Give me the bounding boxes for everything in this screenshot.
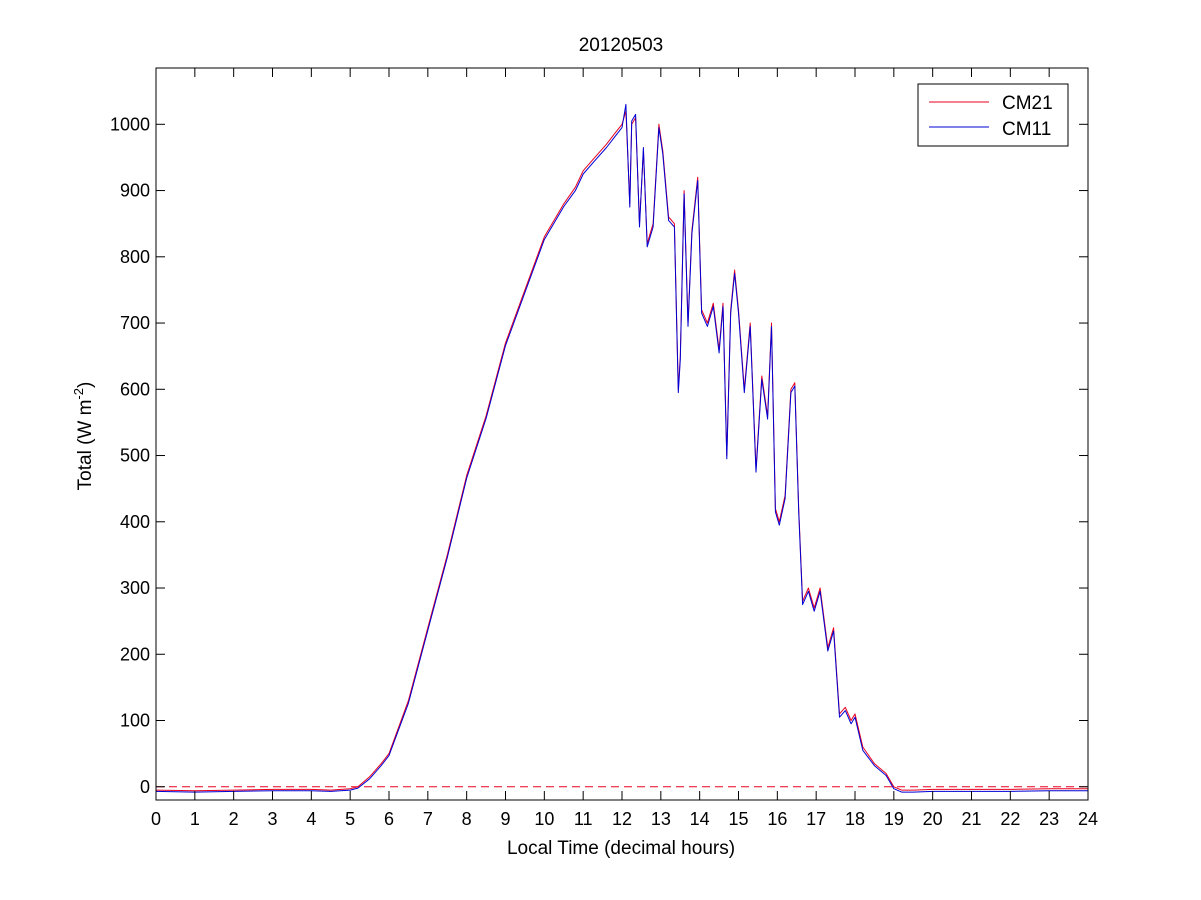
x-tick-label: 1 — [190, 809, 200, 829]
y-tick-label: 100 — [120, 711, 150, 731]
y-tick-label: 200 — [120, 644, 150, 664]
x-tick-label: 3 — [267, 809, 277, 829]
y-tick-label: 700 — [120, 313, 150, 333]
x-tick-label: 0 — [151, 809, 161, 829]
legend-box — [917, 83, 1069, 147]
x-tick-label: 24 — [1078, 809, 1098, 829]
x-tick-label: 22 — [1000, 809, 1020, 829]
series-line-cm11 — [155, 103, 1088, 793]
x-tick-label: 4 — [306, 809, 316, 829]
x-tick-label: 19 — [884, 809, 904, 829]
x-tick-label: 7 — [423, 809, 433, 829]
plot-area — [156, 68, 1088, 800]
x-tick-label: 10 — [534, 809, 554, 829]
x-tick-label: 8 — [462, 809, 472, 829]
chart-title: 20120503 — [579, 35, 664, 56]
y-tick-label: 600 — [120, 379, 150, 399]
x-tick-label: 9 — [500, 809, 510, 829]
x-tick-label: 15 — [728, 809, 748, 829]
legend: CM21 CM11 — [917, 83, 1069, 147]
x-tick-label: 20 — [923, 809, 943, 829]
y-tick-label: 400 — [120, 512, 150, 532]
legend-label-cm21: CM21 — [1002, 93, 1053, 114]
y-tick-label: 0 — [140, 777, 150, 797]
y-tick-label: 500 — [120, 446, 150, 466]
y-axis-label: Total (W m-2) — [71, 382, 96, 491]
x-tick-label: 17 — [806, 809, 826, 829]
x-tick-label: 5 — [345, 809, 355, 829]
x-tick-label: 16 — [767, 809, 787, 829]
x-tick-label: 13 — [651, 809, 671, 829]
x-tick-label: 12 — [612, 809, 632, 829]
plot-frame — [155, 67, 1089, 801]
y-tick-label: 900 — [120, 181, 150, 201]
x-tick-label: 11 — [574, 809, 593, 829]
x-axis-label: Local Time (decimal hours) — [507, 838, 735, 859]
x-tick-label: 6 — [384, 809, 394, 829]
legend-label-cm11: CM11 — [1002, 119, 1051, 140]
x-tick-label: 18 — [845, 809, 865, 829]
y-tick-label: 1000 — [110, 114, 150, 134]
y-tick-label: 300 — [120, 578, 150, 598]
x-tick-label: 21 — [961, 809, 981, 829]
x-tick-label: 14 — [690, 809, 710, 829]
x-tick-label: 23 — [1039, 809, 1059, 829]
x-tick-label: 2 — [229, 809, 239, 829]
y-tick-label: 800 — [120, 247, 150, 267]
